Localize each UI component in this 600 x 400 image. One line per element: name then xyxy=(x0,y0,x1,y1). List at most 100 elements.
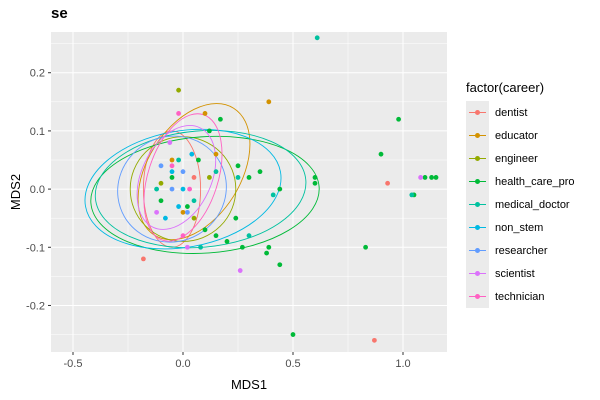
legend-key-technician xyxy=(466,285,489,308)
legend-label: engineer xyxy=(495,152,538,165)
point-medical_doctor xyxy=(213,169,219,175)
point-health_care_pro xyxy=(224,239,230,244)
point-scientist xyxy=(237,268,243,273)
point-non_stem xyxy=(180,186,186,192)
point-health_care_pro xyxy=(422,175,428,180)
legend-key-dentist xyxy=(466,101,489,124)
point-health_care_pro xyxy=(277,262,283,268)
point-health_care_pro xyxy=(312,175,318,180)
point-researcher xyxy=(180,169,186,175)
x-tick-label: 0.0 xyxy=(175,358,190,370)
point-non_stem xyxy=(189,151,195,157)
point-researcher xyxy=(158,163,164,169)
point-health_care_pro xyxy=(169,175,175,180)
legend-key-medical_doctor xyxy=(466,193,489,216)
legend-key-dot xyxy=(475,271,480,276)
legend-label: educator xyxy=(495,129,538,142)
legend-item-medical_doctor: medical_doctor xyxy=(466,193,575,216)
x-tick-label: -0.5 xyxy=(64,358,83,370)
point-health_care_pro xyxy=(246,175,252,180)
legend-item-educator: educator xyxy=(466,124,575,147)
legend-key-health_care_pro xyxy=(466,170,489,193)
legend-key-dot xyxy=(475,225,480,230)
point-medical_doctor xyxy=(191,198,197,204)
ellipse-scientist xyxy=(136,125,217,230)
legend-key-non_stem xyxy=(466,216,489,239)
legend-item-researcher: researcher xyxy=(466,239,575,262)
point-engineer xyxy=(158,180,164,186)
point-health_care_pro xyxy=(213,233,219,239)
point-health_care_pro xyxy=(312,180,318,186)
point-dentist xyxy=(372,337,377,343)
point-educator xyxy=(213,151,219,157)
point-health_care_pro xyxy=(290,332,296,337)
point-scientist xyxy=(154,209,160,215)
legend-label: dentist xyxy=(495,106,528,119)
legend-item-non_stem: non_stem xyxy=(466,216,575,239)
point-health_care_pro xyxy=(257,169,263,175)
legend-item-health_care_pro: health_care_pro xyxy=(466,170,575,193)
chart-title: se xyxy=(51,5,68,22)
x-axis-label: MDS1 xyxy=(231,377,267,392)
y-tick-label: -0.2 xyxy=(26,300,45,312)
grid-minor xyxy=(51,32,447,352)
legend-item-technician: technician xyxy=(466,285,575,308)
legend-key-engineer xyxy=(466,147,489,170)
legend-label: medical_doctor xyxy=(495,198,570,211)
legend-key-dot xyxy=(475,248,480,253)
legend-key-dot xyxy=(475,179,480,184)
y-tick-label: -0.1 xyxy=(26,242,45,254)
points-layer xyxy=(141,35,439,343)
point-technician xyxy=(187,186,193,192)
point-non_stem xyxy=(163,215,168,221)
legend-label: scientist xyxy=(495,267,535,280)
point-researcher xyxy=(169,186,175,192)
legend-item-engineer: engineer xyxy=(466,147,575,170)
ellipse-researcher xyxy=(117,135,227,243)
point-engineer xyxy=(207,175,212,180)
point-health_care_pro xyxy=(429,175,434,180)
ellipse-medical_doctor xyxy=(94,129,307,249)
point-health_care_pro xyxy=(207,128,212,134)
legend-key-dot xyxy=(475,133,480,138)
point-health_care_pro xyxy=(396,116,401,122)
point-scientist xyxy=(185,244,190,250)
point-health_care_pro xyxy=(202,227,208,233)
point-technician xyxy=(180,233,186,239)
point-non_stem xyxy=(169,169,175,175)
legend: factor(career) dentist educator engineer he… xyxy=(466,80,575,308)
point-dentist xyxy=(141,256,146,262)
point-medical_doctor xyxy=(246,233,252,239)
legend-key-dot xyxy=(475,202,480,207)
point-educator xyxy=(180,209,186,215)
point-technician xyxy=(176,111,182,116)
point-health_care_pro xyxy=(277,186,283,192)
point-health_care_pro xyxy=(378,151,384,157)
point-health_care_pro xyxy=(185,204,190,209)
legend-key-dot xyxy=(475,156,480,161)
point-health_care_pro xyxy=(266,244,272,250)
legend-key-scientist xyxy=(466,262,489,285)
ellipses-layer xyxy=(84,103,320,254)
point-medical_doctor xyxy=(270,192,276,198)
y-axis-label: MDS2 xyxy=(8,174,23,210)
legend-item-scientist: scientist xyxy=(466,262,575,285)
point-medical_doctor xyxy=(314,35,320,41)
point-scientist xyxy=(167,140,173,145)
point-technician xyxy=(169,163,175,169)
point-health_care_pro xyxy=(158,198,164,204)
point-health_care_pro xyxy=(433,175,439,180)
legend-label: health_care_pro xyxy=(495,175,575,188)
point-dentist xyxy=(191,175,197,180)
legend-title: factor(career) xyxy=(466,80,545,95)
point-medical_doctor xyxy=(154,186,160,192)
point-educator xyxy=(202,111,208,116)
point-scientist xyxy=(418,175,423,180)
point-educator xyxy=(169,157,175,163)
legend-label: technician xyxy=(495,290,545,303)
legend-key-dot xyxy=(475,110,480,115)
point-medical_doctor xyxy=(235,175,241,180)
point-health_care_pro xyxy=(233,215,239,221)
